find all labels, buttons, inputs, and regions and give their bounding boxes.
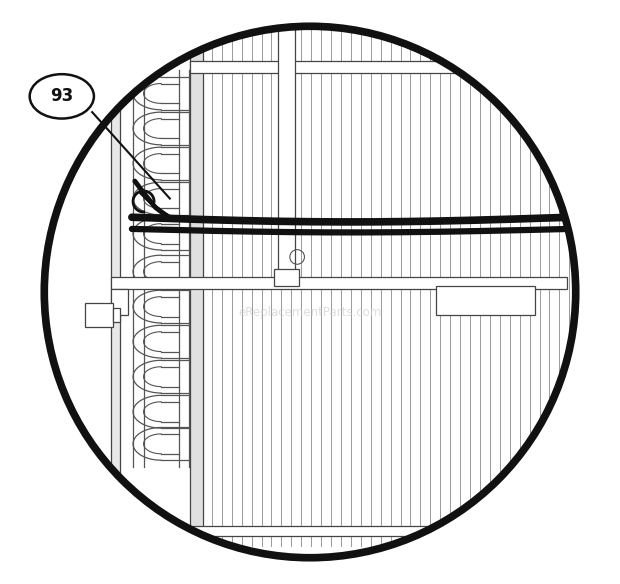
Ellipse shape bbox=[278, 12, 295, 23]
Bar bbox=[85, 303, 113, 327]
Bar bbox=[436, 286, 535, 315]
Bar bbox=[113, 308, 120, 322]
Ellipse shape bbox=[30, 74, 94, 119]
Bar bbox=[190, 38, 203, 546]
Bar bbox=[274, 269, 299, 286]
Text: 93: 93 bbox=[50, 88, 73, 105]
Bar bbox=[112, 277, 567, 289]
Bar bbox=[190, 61, 570, 73]
Bar bbox=[112, 289, 128, 315]
Circle shape bbox=[44, 26, 576, 558]
Bar bbox=[112, 38, 120, 546]
Bar bbox=[278, 18, 295, 280]
Bar bbox=[112, 526, 567, 536]
Text: eReplacementParts.com: eReplacementParts.com bbox=[238, 306, 382, 319]
